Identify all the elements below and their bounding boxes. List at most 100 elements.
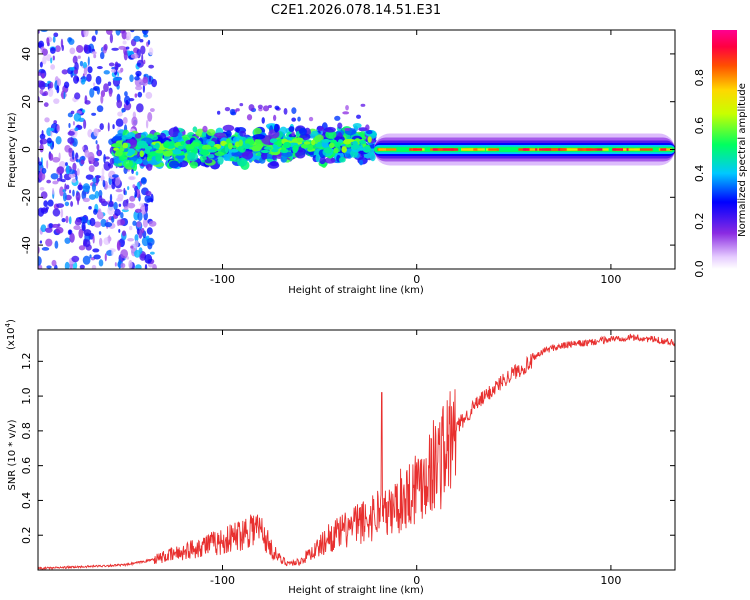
y-tick-label: -40 bbox=[20, 236, 33, 254]
band-outlier bbox=[291, 107, 297, 114]
noise-blob bbox=[148, 64, 155, 69]
band-outlier bbox=[239, 103, 244, 107]
noise-blob bbox=[74, 219, 82, 226]
band-blob bbox=[237, 157, 248, 167]
noise-blob bbox=[114, 262, 117, 267]
band-core bbox=[260, 149, 270, 154]
band-core bbox=[328, 142, 335, 149]
band-core bbox=[357, 147, 366, 151]
band-outlier bbox=[268, 104, 272, 109]
noise-blob bbox=[89, 254, 92, 259]
band-blob bbox=[295, 149, 306, 159]
noise-blob bbox=[89, 88, 95, 98]
band-outlier bbox=[337, 132, 342, 137]
band-blob bbox=[311, 130, 319, 137]
noise-blob bbox=[78, 245, 86, 251]
noise-blob bbox=[83, 44, 88, 53]
noise-blob bbox=[87, 56, 90, 66]
noise-blob bbox=[120, 249, 129, 259]
noise-blob bbox=[81, 146, 85, 150]
noise-blob bbox=[145, 119, 149, 129]
band-core bbox=[115, 149, 123, 157]
noise-blob bbox=[103, 43, 108, 51]
noise-blob bbox=[55, 226, 64, 234]
noise-blob bbox=[127, 202, 136, 209]
noise-blob bbox=[49, 127, 54, 132]
noise-blob bbox=[92, 82, 96, 87]
noise-blob bbox=[136, 188, 141, 199]
noise-blob bbox=[80, 159, 85, 165]
noise-blob bbox=[114, 61, 119, 72]
band-peak bbox=[566, 148, 578, 151]
y-tick-label: 1.2 bbox=[20, 353, 33, 371]
band-peak bbox=[385, 148, 397, 151]
noise-blob bbox=[134, 76, 140, 81]
band-outlier bbox=[246, 114, 253, 121]
noise-blob bbox=[71, 150, 75, 161]
noise-blob bbox=[59, 173, 63, 182]
noise-blob bbox=[115, 118, 124, 127]
noise-blob bbox=[144, 254, 153, 264]
noise-blob bbox=[46, 179, 52, 184]
band-outlier bbox=[261, 117, 265, 124]
noise-blob bbox=[137, 91, 143, 98]
noise-blob bbox=[132, 220, 137, 226]
band-core bbox=[338, 139, 343, 143]
band-core bbox=[200, 149, 209, 156]
noise-blob bbox=[72, 55, 78, 64]
noise-blob bbox=[106, 30, 113, 35]
noise-blob bbox=[79, 264, 85, 269]
noise-blob bbox=[48, 153, 54, 161]
noise-blob bbox=[52, 208, 61, 217]
band-core bbox=[111, 143, 122, 148]
noise-blob bbox=[145, 190, 152, 197]
noise-blob bbox=[136, 221, 142, 228]
colorbar-ticks: 0.0 0.2 0.4 0.6 0.8 bbox=[693, 69, 706, 278]
band-outlier bbox=[356, 114, 362, 119]
band-blob bbox=[146, 163, 153, 171]
noise-blob bbox=[40, 30, 48, 33]
x-tick-label: 0 bbox=[413, 574, 420, 587]
noise-blob bbox=[140, 253, 146, 259]
noise-blob bbox=[129, 74, 134, 83]
noise-blob bbox=[61, 44, 65, 52]
noise-blob bbox=[115, 188, 123, 193]
band-core bbox=[323, 147, 333, 154]
band-outlier bbox=[345, 105, 349, 111]
noise-blob bbox=[63, 91, 66, 100]
band-outlier bbox=[283, 107, 288, 115]
colorbar-tick-label: 0.8 bbox=[693, 69, 706, 87]
noise-blob bbox=[124, 91, 128, 97]
noise-blob bbox=[129, 195, 136, 202]
band-outlier bbox=[225, 130, 232, 138]
band-blob bbox=[122, 159, 134, 168]
noise-blob bbox=[135, 85, 143, 91]
noise-blob bbox=[54, 45, 61, 53]
band-blob bbox=[189, 161, 199, 169]
band-blob bbox=[121, 134, 133, 140]
band-core bbox=[263, 146, 272, 150]
band-core bbox=[228, 142, 233, 150]
noise-blob bbox=[84, 149, 90, 158]
band-blob bbox=[325, 130, 337, 140]
y-tick-label: 0.8 bbox=[20, 422, 33, 440]
noise-blob bbox=[120, 212, 124, 219]
noise-blob bbox=[92, 235, 95, 244]
noise-blob bbox=[69, 66, 75, 71]
band-core bbox=[144, 145, 153, 150]
band-core bbox=[303, 141, 311, 145]
snr-series-line bbox=[37, 333, 676, 571]
band-outlier bbox=[308, 116, 314, 122]
y-tick-label: -20 bbox=[20, 188, 33, 206]
noise-blob bbox=[46, 137, 52, 144]
noise-blob bbox=[135, 171, 139, 176]
spectrogram-panel: -100 0 100 40 20 0 -20 -40 Height of straight … bbox=[7, 29, 676, 296]
noise-blob bbox=[83, 119, 87, 130]
noise-blob bbox=[81, 78, 86, 85]
noise-blob bbox=[47, 199, 54, 207]
band-blob bbox=[280, 155, 288, 163]
noise-blob bbox=[91, 51, 97, 55]
noise-blob bbox=[76, 44, 84, 53]
noise-blob bbox=[69, 232, 75, 243]
